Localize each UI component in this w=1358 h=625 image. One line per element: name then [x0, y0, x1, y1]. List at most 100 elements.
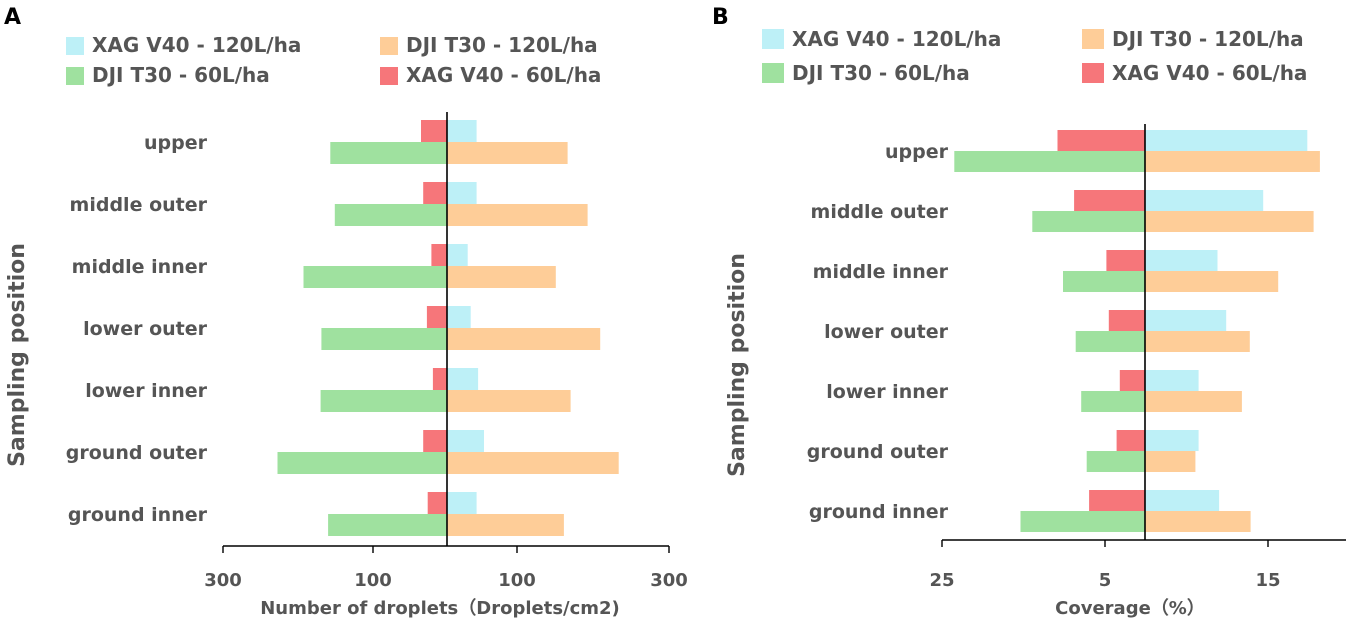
- panel-b-bar-xag-v40-60l-ha-middle-outer: [1074, 190, 1145, 211]
- panel-a-xlabel: Number of droplets（Droplets/cm2): [260, 598, 620, 619]
- panel-a-category-label-ground-outer: ground outer: [66, 442, 208, 464]
- panel-a-bar-xag-v40-60l-ha-ground-inner: [427, 492, 447, 514]
- panel-b-xlabel: Coverage（%）: [1055, 598, 1205, 619]
- panel-b-category-label-ground-inner: ground inner: [809, 501, 949, 523]
- panel-b-bar-xag-v40-120l-ha-ground-inner: [1145, 490, 1220, 511]
- panel-a-bar-dji-t30-120l-ha-lower-outer: [447, 328, 601, 350]
- panel-b-bar-xag-v40-60l-ha-lower-outer: [1108, 310, 1145, 331]
- panel-b-legend-label-dji-t30-60l-ha: DJI T30 - 60L/ha: [792, 61, 970, 85]
- panel-a-bar-xag-v40-60l-ha-middle-outer: [423, 182, 447, 204]
- panel-a-ylabel: Sampling position: [5, 243, 30, 467]
- panel-b-bar-xag-v40-60l-ha-middle-inner: [1106, 250, 1145, 271]
- panel-a-legend-label-xag-v40-120l-ha: XAG V40 - 120L/ha: [92, 33, 301, 57]
- panel-b-bar-dji-t30-120l-ha-upper: [1145, 151, 1320, 172]
- panel-a-bar-dji-t30-120l-ha-upper: [447, 142, 568, 164]
- panel-b-category-label-ground-outer: ground outer: [807, 441, 949, 463]
- panel-a-x-tick-label-3: 300: [650, 570, 688, 591]
- panel-b-category-label-lower-inner: lower inner: [826, 381, 948, 403]
- panel-b-bar-xag-v40-120l-ha-ground-outer: [1145, 430, 1199, 451]
- panel-b-bar-xag-v40-60l-ha-lower-inner: [1119, 370, 1145, 391]
- panel-a-bar-dji-t30-120l-ha-ground-inner: [447, 514, 564, 536]
- panel-a-bar-dji-t30-60l-ha-upper: [330, 142, 447, 164]
- panel-b-bar-xag-v40-120l-ha-upper: [1145, 130, 1308, 151]
- panel-b-category-label-middle-outer: middle outer: [811, 201, 949, 223]
- panel-a-x-tick-label-2: 100: [498, 570, 536, 591]
- panel-a-category-label-lower-inner: lower inner: [85, 380, 207, 402]
- panel-b-bar-dji-t30-120l-ha-ground-outer: [1145, 451, 1196, 472]
- panel-b-legend-swatch-xag-v40-120l-ha: [762, 29, 784, 49]
- panel-b-bar-dji-t30-60l-ha-lower-inner: [1081, 391, 1145, 412]
- panel-b-bar-dji-t30-60l-ha-upper: [954, 151, 1145, 172]
- panel-a-bar-xag-v40-120l-ha-middle-inner: [447, 244, 468, 266]
- panel-b-bar-xag-v40-120l-ha-middle-inner: [1145, 250, 1218, 271]
- panel-a-bar-xag-v40-60l-ha-lower-outer: [426, 306, 447, 328]
- panel-b-legend-swatch-xag-v40-60l-ha: [1082, 63, 1104, 83]
- panel-b-bar-dji-t30-60l-ha-middle-outer: [1032, 211, 1145, 232]
- panel-a-bar-xag-v40-120l-ha-upper: [447, 120, 477, 142]
- panel-a-bar-xag-v40-120l-ha-ground-inner: [447, 492, 477, 514]
- panel-b-bar-dji-t30-120l-ha-middle-outer: [1145, 211, 1314, 232]
- panel-a-category-label-middle-inner: middle inner: [72, 256, 208, 278]
- panel-b-letter: B: [712, 5, 729, 30]
- panel-a-bar-xag-v40-120l-ha-ground-outer: [447, 430, 484, 452]
- panel-a-bar-xag-v40-120l-ha-lower-outer: [447, 306, 471, 328]
- panel-a-category-label-ground-inner: ground inner: [68, 504, 208, 526]
- panel-b-bar-dji-t30-60l-ha-ground-inner: [1020, 511, 1145, 532]
- panel-b-bar-xag-v40-60l-ha-ground-inner: [1089, 490, 1145, 511]
- panel-a-bar-dji-t30-120l-ha-middle-outer: [447, 204, 588, 226]
- panel-b-bar-dji-t30-120l-ha-lower-inner: [1145, 391, 1242, 412]
- panel-a-bar-xag-v40-60l-ha-lower-inner: [432, 368, 447, 390]
- panel-b-bar-dji-t30-120l-ha-middle-inner: [1145, 271, 1279, 292]
- panel-a-legend-label-xag-v40-60l-ha: XAG V40 - 60L/ha: [406, 63, 601, 87]
- panel-a-bar-dji-t30-120l-ha-middle-inner: [447, 266, 556, 288]
- panel-b-legend-swatch-dji-t30-120l-ha: [1082, 29, 1104, 49]
- panel-b-bar-dji-t30-120l-ha-ground-inner: [1145, 511, 1251, 532]
- panel-a-x-tick-label-0: 300: [204, 570, 242, 591]
- panel-a-bar-dji-t30-120l-ha-ground-outer: [447, 452, 619, 474]
- panel-a-x-tick-label-1: 100: [354, 570, 392, 591]
- panel-a-legend-label-dji-t30-120l-ha: DJI T30 - 120L/ha: [406, 33, 598, 57]
- panel-a-bar-dji-t30-120l-ha-lower-inner: [447, 390, 571, 412]
- panel-b-bar-dji-t30-120l-ha-lower-outer: [1145, 331, 1250, 352]
- panel-a-category-label-upper: upper: [144, 132, 208, 154]
- panel-a-category-label-middle-outer: middle outer: [70, 194, 208, 216]
- panel-a-bar-dji-t30-60l-ha-middle-outer: [334, 204, 447, 226]
- panel-b-legend-label-xag-v40-60l-ha: XAG V40 - 60L/ha: [1112, 61, 1307, 85]
- panel-b-category-label-lower-outer: lower outer: [824, 321, 949, 343]
- panel-b-bar-xag-v40-120l-ha-middle-outer: [1145, 190, 1264, 211]
- panel-a-bar-xag-v40-120l-ha-middle-outer: [447, 182, 477, 204]
- panel-b-bar-dji-t30-60l-ha-middle-inner: [1063, 271, 1145, 292]
- panel-a-bar-dji-t30-60l-ha-ground-outer: [277, 452, 447, 474]
- panel-b-plot: XAG V40 - 120L/ha DJI T30 - 120L/ha DJI T3…: [762, 27, 1346, 591]
- panel-b-category-label-upper: upper: [885, 141, 949, 163]
- panel-a-bar-xag-v40-60l-ha-ground-outer: [423, 430, 447, 452]
- panel-b-bar-dji-t30-60l-ha-ground-outer: [1086, 451, 1145, 472]
- panel-b-bar-dji-t30-60l-ha-lower-outer: [1075, 331, 1145, 352]
- panel-b-ylabel: Sampling position: [725, 253, 750, 477]
- panel-a-legend-swatch-xag-v40-120l-ha: [66, 37, 84, 55]
- panel-b-x-tick-label-0: 25: [929, 570, 954, 591]
- panel-a-legend-label-dji-t30-60l-ha: DJI T30 - 60L/ha: [92, 63, 270, 87]
- panel-b-category-label-middle-inner: middle inner: [813, 261, 949, 283]
- panel-a-bar-xag-v40-120l-ha-lower-inner: [447, 368, 479, 390]
- panel-b-bar-xag-v40-120l-ha-lower-outer: [1145, 310, 1227, 331]
- panel-b-legend-label-xag-v40-120l-ha: XAG V40 - 120L/ha: [792, 27, 1001, 51]
- panel-b-bar-xag-v40-60l-ha-ground-outer: [1116, 430, 1145, 451]
- panel-b-x-tick-label-2: 15: [1255, 570, 1280, 591]
- panel-a-legend-swatch-dji-t30-60l-ha: [66, 67, 84, 85]
- panel-a-legend-swatch-dji-t30-120l-ha: [380, 37, 398, 55]
- panel-b-bar-xag-v40-60l-ha-upper: [1057, 130, 1145, 151]
- panel-a-bar-xag-v40-60l-ha-middle-inner: [431, 244, 447, 266]
- panel-b-x-tick-label-1: 5: [1099, 570, 1112, 591]
- panel-b-legend-label-dji-t30-120l-ha: DJI T30 - 120L/ha: [1112, 27, 1304, 51]
- panel-a-plot: XAG V40 - 120L/ha DJI T30 - 120L/ha DJI T3…: [66, 33, 688, 591]
- panel-a-bar-dji-t30-60l-ha-lower-inner: [320, 390, 447, 412]
- panel-a-bar-dji-t30-60l-ha-middle-inner: [303, 266, 447, 288]
- panel-a-bar-xag-v40-60l-ha-upper: [421, 120, 447, 142]
- panel-b-bar-xag-v40-120l-ha-lower-inner: [1145, 370, 1199, 391]
- panel-a-category-label-lower-outer: lower outer: [83, 318, 208, 340]
- panel-a-bar-dji-t30-60l-ha-lower-outer: [321, 328, 447, 350]
- panel-a-bar-dji-t30-60l-ha-ground-inner: [328, 514, 447, 536]
- panel-a-letter: A: [4, 5, 21, 30]
